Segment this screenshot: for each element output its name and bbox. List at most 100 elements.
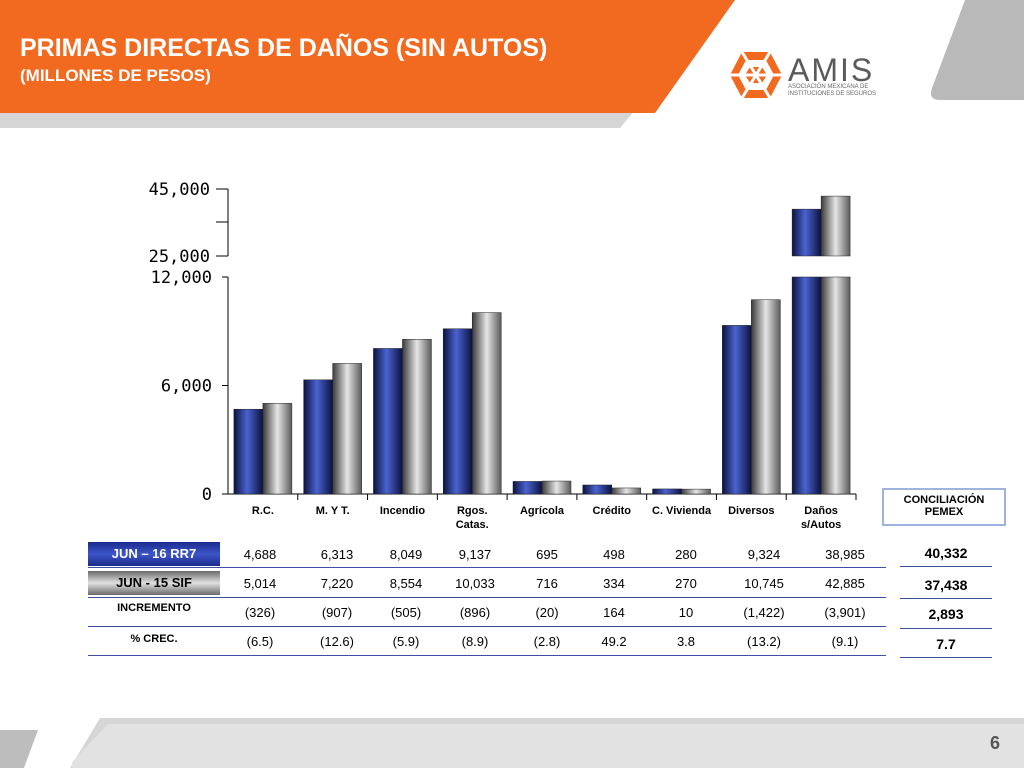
bar bbox=[820, 276, 851, 495]
x-tick-label: Diversos bbox=[728, 505, 774, 517]
conciliacion-divider bbox=[900, 628, 992, 629]
table-cell: 5,014 bbox=[243, 576, 277, 591]
conciliacion-value: 7.7 bbox=[936, 636, 956, 652]
table-cell: 270 bbox=[675, 576, 697, 591]
table-cell: 498 bbox=[603, 547, 625, 562]
x-tick-label: s/Autos bbox=[801, 519, 841, 531]
amis-logo-line1: ASOCIACIÓN MEXICANA DE bbox=[788, 84, 869, 90]
row-label-rr7: JUN – 16 RR7 bbox=[111, 546, 197, 561]
table-cell: 10,745 bbox=[744, 576, 784, 591]
row-divider bbox=[88, 597, 886, 598]
table-cell: (5.9) bbox=[392, 634, 420, 649]
table-cell: (6.5) bbox=[246, 634, 274, 649]
bar bbox=[471, 312, 502, 495]
table-cell: 10 bbox=[678, 605, 694, 620]
table-cell: 38,985 bbox=[825, 547, 865, 562]
bar bbox=[652, 488, 682, 495]
row-label-sif: JUN - 15 SIF bbox=[116, 575, 192, 590]
table-cell: (907) bbox=[321, 605, 353, 620]
bar bbox=[402, 339, 432, 495]
conciliacion-divider bbox=[900, 598, 992, 599]
bar bbox=[332, 363, 362, 495]
row-divider bbox=[88, 655, 886, 656]
bar bbox=[681, 488, 711, 495]
x-tick-label: Catas. bbox=[456, 519, 489, 531]
table-cell: (505) bbox=[390, 605, 422, 620]
bar-upper bbox=[820, 195, 851, 257]
bar bbox=[512, 481, 543, 495]
table-cell: (9.1) bbox=[831, 634, 859, 649]
conciliacion-header-line1: CONCILIACIÓN bbox=[903, 494, 985, 506]
table-cell: (896) bbox=[459, 605, 491, 620]
x-tick-label: Agrícola bbox=[520, 505, 565, 517]
conciliacion-header-line2: PEMEX bbox=[924, 506, 964, 518]
bar-upper bbox=[791, 208, 822, 257]
y-tick-label: 45,000 bbox=[149, 180, 210, 200]
table-cell: (12.6) bbox=[320, 634, 354, 649]
table-cell: 6,313 bbox=[320, 547, 354, 562]
amis-logo-mark bbox=[728, 50, 788, 100]
table-cell: (1,422) bbox=[743, 605, 785, 620]
footer-band bbox=[0, 718, 1024, 768]
bar bbox=[751, 299, 781, 495]
page-title: PRIMAS DIRECTAS DE DAÑOS (SIN AUTOS) bbox=[20, 34, 548, 62]
bar bbox=[303, 379, 333, 495]
table-cell: 716 bbox=[536, 576, 558, 591]
conciliacion-divider bbox=[900, 657, 992, 658]
row-divider bbox=[88, 567, 886, 568]
bar bbox=[373, 348, 403, 495]
bar bbox=[262, 403, 293, 495]
bar bbox=[722, 325, 752, 495]
row-label-incremento: INCREMENTO bbox=[117, 602, 191, 614]
x-tick-label: M. Y T. bbox=[316, 505, 350, 517]
x-tick-label: Crédito bbox=[593, 505, 632, 517]
amis-logo-text: AMIS bbox=[788, 52, 875, 88]
row-label-box-sif bbox=[88, 571, 220, 595]
y-tick-label: 6,000 bbox=[161, 377, 212, 397]
table-cell: (326) bbox=[244, 605, 276, 620]
table-cell: (20) bbox=[535, 605, 559, 620]
conciliacion-value: 37,438 bbox=[924, 577, 968, 593]
table-cell: 695 bbox=[536, 547, 558, 562]
header-band bbox=[0, 0, 1024, 135]
amis-logo-line2: INSTITUCIONES DE SEGUROS bbox=[788, 91, 877, 97]
y-tick-label: 25,000 bbox=[149, 247, 210, 267]
table-cell: 7,220 bbox=[320, 576, 354, 591]
table-cell: 3.8 bbox=[676, 634, 696, 649]
table-cell: 9,324 bbox=[747, 547, 781, 562]
bar bbox=[541, 480, 572, 495]
x-tick-label: Rgos. bbox=[457, 505, 488, 517]
bar bbox=[442, 328, 473, 495]
x-tick-label: Daños bbox=[804, 505, 838, 517]
row-divider bbox=[88, 626, 886, 627]
conciliacion-value: 40,332 bbox=[924, 545, 968, 561]
table-cell: 4,688 bbox=[243, 547, 277, 562]
bar bbox=[582, 484, 613, 495]
table-cell: 280 bbox=[675, 547, 697, 562]
bar bbox=[611, 487, 642, 495]
table-cell: 164 bbox=[603, 605, 625, 620]
conciliacion-header-box: CONCILIACIÓN PEMEX bbox=[882, 488, 1006, 526]
table-cell: 8,049 bbox=[389, 547, 423, 562]
table-cell: 49.2 bbox=[601, 634, 627, 649]
table-cell: (2.8) bbox=[533, 634, 561, 649]
table-cell: 42,885 bbox=[825, 576, 865, 591]
conciliacion-divider bbox=[900, 566, 992, 567]
table-cell: (13.2) bbox=[747, 634, 781, 649]
table-cell: (3,901) bbox=[824, 605, 866, 620]
bar bbox=[791, 276, 822, 495]
x-tick-label: R.C. bbox=[252, 505, 274, 517]
bar bbox=[233, 408, 264, 495]
table-cell: 9,137 bbox=[458, 547, 492, 562]
table-cell: 334 bbox=[603, 576, 625, 591]
x-tick-label: Incendio bbox=[380, 505, 426, 517]
row-label-crec: % CREC. bbox=[130, 633, 178, 645]
page-subtitle: (MILLONES DE PESOS) bbox=[20, 66, 211, 85]
page-number: 6 bbox=[990, 733, 1001, 753]
y-tick-label: 12,000 bbox=[151, 268, 212, 288]
x-tick-label: C. Vivienda bbox=[652, 505, 712, 517]
row-label-box-rr7 bbox=[88, 542, 220, 566]
table-cell: 10,033 bbox=[455, 576, 495, 591]
table-cell: (8.9) bbox=[461, 634, 489, 649]
